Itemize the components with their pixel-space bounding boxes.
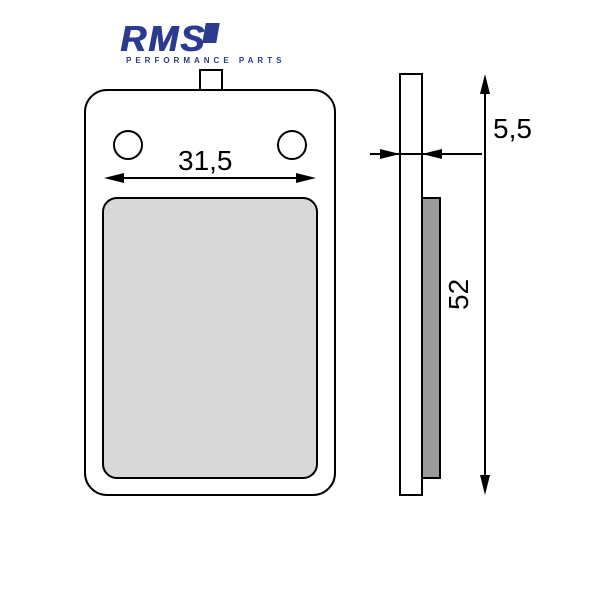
brand-logo-badge <box>202 23 220 43</box>
brand-logo-letters: RMS <box>120 18 206 60</box>
brand-logo-text: RMS <box>120 18 285 60</box>
dim-thickness-arrow-right <box>422 149 442 159</box>
dim-height-label: 52 <box>443 279 474 310</box>
technical-diagram: 31,5 52 5,5 <box>0 60 600 600</box>
side-backplate <box>400 74 422 495</box>
dim-thickness: 5,5 <box>370 113 532 166</box>
brand-logo: RMS PERFORMANCE PARTS <box>120 18 285 65</box>
dim-height-arrow-top <box>480 74 490 94</box>
side-view <box>400 74 440 495</box>
dim-thickness-label: 5,5 <box>493 113 532 144</box>
front-friction-pad <box>103 198 317 478</box>
dim-width-label: 31,5 <box>178 145 233 176</box>
dim-height-arrow-bottom <box>480 475 490 495</box>
front-view <box>85 70 335 495</box>
page-root: RMS PERFORMANCE PARTS 31,5 <box>0 0 600 600</box>
side-friction-pad <box>422 198 440 478</box>
dim-height: 52 <box>443 74 490 495</box>
dim-thickness-arrow-left <box>380 149 400 159</box>
